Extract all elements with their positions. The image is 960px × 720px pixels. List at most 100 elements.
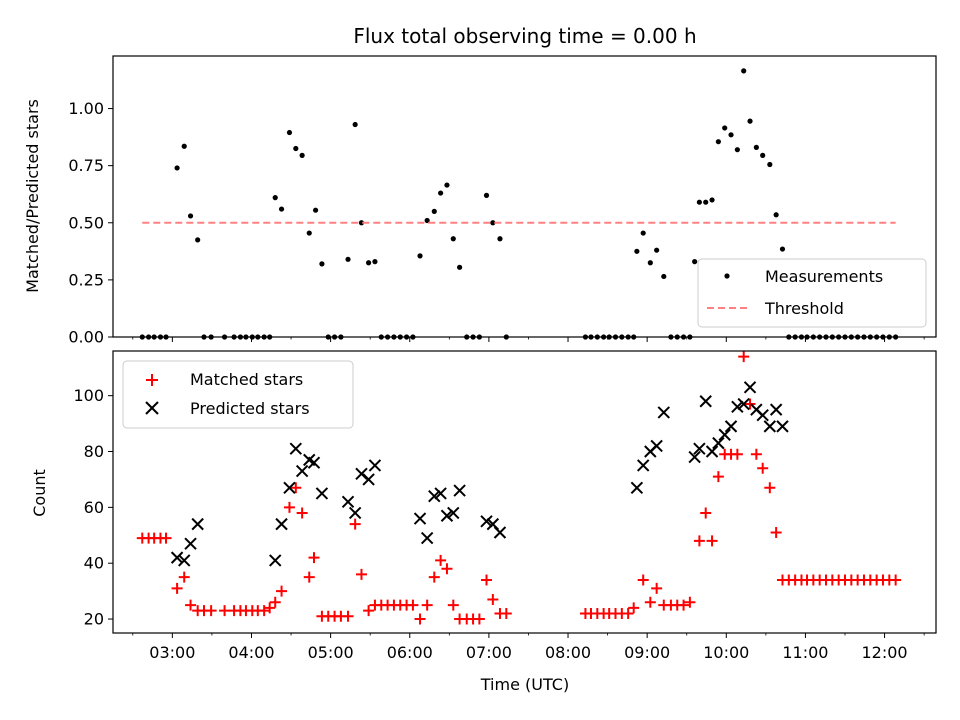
top-y-tick-label: 0.75 [68,156,104,175]
bottom-x-tick-label: 03:00 [149,643,195,662]
predicted-stars-point [275,517,288,531]
measurements-point [457,264,463,270]
measurements-point [286,129,293,136]
measurements-point [497,236,503,242]
predicted-stars-point [362,473,375,486]
measurements-point [195,237,201,243]
matched-stars-point [764,482,776,494]
matched-stars-point [185,599,197,611]
matched-stars-point [160,532,172,544]
top-y-tick-label: 0.50 [68,213,104,232]
predicted-stars-point [480,515,493,528]
predicted-stars-point [413,512,427,525]
predicted-stars-point [636,459,650,472]
bottom-y-tick-label: 60 [84,498,104,517]
matched-stars-point [890,574,902,586]
measurements-point [767,161,773,168]
predicted-stars-point [650,439,663,453]
matched-stars-point [276,585,288,597]
predicted-stars-point [170,551,184,564]
measurements-point [773,212,779,218]
measurements-point [312,207,319,213]
matched-stars-point [770,526,782,538]
measurements-point [779,246,786,252]
measurements-point [483,192,490,198]
predicted-stars-point [178,554,191,567]
measurements-point [358,220,365,226]
bottom-legend-box [122,360,354,429]
predicted-stars-point [630,481,644,495]
top-y-axis-label: Matched/Predicted stars [23,99,42,293]
bottom-plot-layer [136,351,902,625]
predicted-stars-point [493,526,507,539]
top-y-tick-label: 0.25 [68,270,104,289]
measurements-point [306,230,312,236]
matched-stars-point [644,596,656,608]
top-y-ticks: 0.00 0.25 0.50 0.75 1.00 [68,99,113,347]
bottom-panel: 20 40 60 80 100 03:00 04:00 05:00 06:00 07:00 08:… [30,350,937,694]
measurements-point [760,152,766,158]
measurements-point [299,152,305,158]
matched-stars-point [447,599,459,611]
matched-stars-point [414,613,426,625]
bottom-x-tick-label: 12:00 [862,643,908,662]
measurements-point [450,236,456,242]
matched-stars-point [706,535,718,547]
legend-threshold-label: Threshold [764,299,844,318]
matched-stars-point [219,605,231,617]
predicted-stars-point [718,428,731,441]
predicted-stars-point [743,381,757,394]
top-y-tick-label: 0.00 [68,328,104,347]
top-chart-title: Flux total observing time = 0.00 h [353,24,696,48]
measurements-point [753,144,759,150]
measurements-point [319,261,325,267]
legend-predicted-label: Predicted stars [190,399,310,418]
predicted-stars-point [184,537,197,550]
bottom-y-tick-label: 80 [84,442,104,461]
predicted-stars-point [657,406,670,419]
bottom-x-tick-label: 11:00 [782,643,828,662]
measurements-point [187,213,194,219]
measurements-point [722,125,728,131]
predicted-stars-point [440,509,454,522]
matched-stars-point [283,501,295,513]
legend-measurements-label: Measurements [765,267,883,286]
measurements-point [431,208,437,214]
measurements-point [181,143,187,149]
predicted-stars-point [699,395,712,408]
measurements-point [654,247,660,253]
measurements-point [278,206,285,212]
matched-stars-point [178,571,190,583]
predicted-stars-point [776,420,789,433]
predicted-stars-point [763,420,777,433]
top-panel: 0.00 0.25 0.50 0.75 1.00 Matched/Predicted s… [23,55,937,347]
predicted-stars-point [453,484,466,497]
measurements-point [747,118,753,124]
matched-stars-point [487,593,499,605]
matched-stars-point [700,507,712,519]
measurements-point [352,121,358,128]
legend-matched-marker [146,374,158,386]
bottom-x-tick-label: 08:00 [545,643,591,662]
measurements-point [661,273,667,280]
matched-stars-point [308,552,320,564]
measurements-point [490,220,496,226]
matched-stars-point [205,605,217,617]
matched-stars-point [622,607,634,619]
matched-stars-point [750,448,762,460]
predicted-stars-point [724,420,738,433]
predicted-stars-point [688,450,701,464]
predicted-stars-point [712,436,725,450]
predicted-stars-point [315,487,329,500]
matched-stars-point [355,568,367,580]
matched-stars-point [637,574,649,586]
measurements-point [174,165,180,171]
measurements-point [741,68,747,74]
predicted-stars-point [355,467,368,481]
matched-stars-point [428,571,440,583]
bottom-legend: Matched stars Predicted stars [122,360,354,429]
measurements-point [444,182,450,188]
matched-stars-point [693,535,705,547]
